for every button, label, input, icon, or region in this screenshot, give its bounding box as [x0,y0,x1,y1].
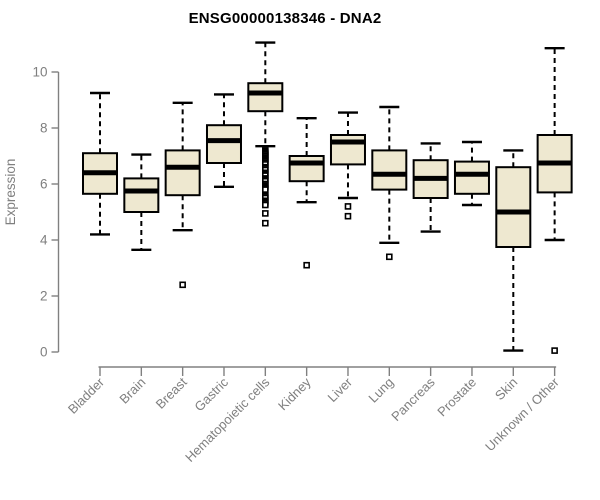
x-category-label-brain: Brain [116,375,148,407]
box-kidney [288,155,325,183]
x-category-label-liver: Liver [325,374,356,405]
x-category-label-bladder: Bladder [65,374,108,417]
outlier-hematopoietic-cells [262,201,269,209]
box-prostate [453,160,490,195]
y-tick-label: 10 [32,65,47,80]
outlier-hematopoietic-cells [262,210,269,217]
box-brain [123,177,160,213]
box-lung [371,149,408,191]
outlier-unknown-other [551,347,558,354]
outlier-kidney [303,261,310,269]
y-tick-label: 0 [40,345,48,360]
outlier-lung [386,253,393,261]
x-category-label-lung: Lung [365,375,396,406]
outlier-hematopoietic-cells [262,186,269,193]
y-tick-label: 2 [40,289,48,304]
outlier-hematopoietic-cells [262,219,269,227]
x-category-label-unknown-other: Unknown / Other [482,374,562,454]
x-category-label-skin: Skin [492,375,520,403]
chart-title: ENSG00000138346 - DNA2 [188,10,382,27]
outlier-breast [179,281,186,289]
y-tick-label: 8 [40,121,48,136]
x-category-label-kidney: Kidney [275,374,314,413]
x-category-label-gastric: Gastric [191,374,231,414]
outlier-liver [344,203,352,210]
x-category-label-pancreas: Pancreas [388,374,438,424]
x-category-label-breast: Breast [153,374,190,411]
y-tick-label: 6 [40,177,48,192]
outlier-liver [344,212,352,220]
box-liver [329,134,366,166]
box-hematopoietic-cells [247,82,284,113]
box-breast [164,149,201,197]
box-skin [495,166,532,248]
y-axis-title: Expression [3,159,18,226]
x-category-label-prostate: Prostate [434,375,479,420]
box-gastric [205,124,242,164]
y-tick-label: 4 [40,233,48,248]
